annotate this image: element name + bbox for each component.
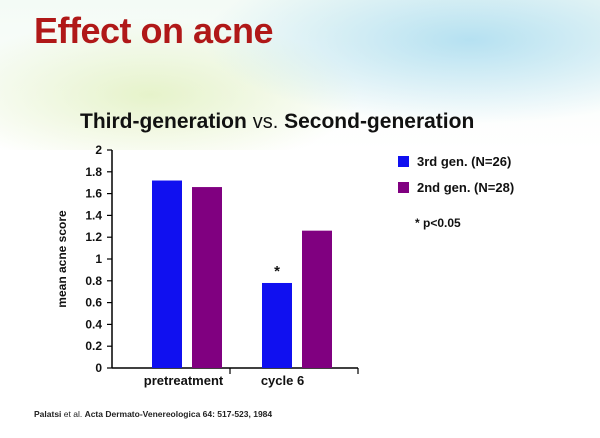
legend-swatch-3rd-gen — [398, 155, 409, 167]
legend-item-2nd-gen: 2nd gen. (N=28) — [398, 174, 514, 200]
chart-title: Third-generation vs. Second-generation — [80, 110, 474, 134]
y-tick-label: 0.2 — [85, 339, 102, 353]
legend-swatch-2nd-gen — [398, 181, 409, 193]
significance-note: * p<0.05 — [415, 216, 461, 230]
legend-item-3rd-gen: 3rd gen. (N=26) — [398, 148, 514, 174]
x-tick-label: pretreatment — [144, 373, 224, 388]
citation-source: Acta Dermato-Venereologica 64: 517-523, … — [84, 409, 273, 419]
y-tick-label: 1.2 — [85, 230, 102, 244]
y-tick-label: 2 — [95, 143, 102, 157]
bar-3rd-gen-cycle-6 — [262, 282, 292, 368]
significance-asterisk: * — [274, 263, 280, 280]
chart-title-vs: vs. — [252, 111, 279, 133]
bar-3rd-gen-pretreatment — [152, 180, 182, 368]
chart-labels: 0 0.2 0.4 0.6 0.8 1 1.2 1.4 1.6 1.8 2 mean acne sco… — [55, 143, 304, 388]
chart-title-left: Third-generation — [80, 110, 247, 133]
citation-etal: et al. — [61, 409, 85, 419]
legend-label-3rd-gen: 3rd gen. (N=26) — [417, 153, 512, 169]
citation: Palatsi et al. Acta Dermato-Venereologic… — [34, 409, 272, 419]
citation-author: Palatsi — [34, 409, 62, 419]
bar-2nd-gen-cycle-6 — [302, 230, 332, 368]
slide-background — [0, 0, 600, 150]
x-tick-label: cycle 6 — [261, 373, 304, 388]
y-tick-label: 0.4 — [85, 317, 102, 331]
bar-2nd-gen-pretreatment — [192, 187, 222, 368]
y-tick-label: 0.6 — [85, 296, 102, 310]
y-tick-label: 0.8 — [85, 274, 102, 288]
y-tick-label: 1 — [95, 252, 102, 266]
y-tick-label: 0 — [95, 361, 102, 375]
chart-legend: 3rd gen. (N=26) 2nd gen. (N=28) — [398, 148, 514, 200]
chart-bars — [152, 180, 332, 368]
y-axis-label: mean acne score — [55, 210, 69, 308]
slide-title: Effect on acne — [34, 10, 274, 51]
y-tick-label: 1.4 — [85, 208, 102, 222]
legend-label-2nd-gen: 2nd gen. (N=28) — [417, 179, 515, 195]
y-tick-label: 1.8 — [85, 165, 102, 179]
chart-title-right: Second-generation — [284, 110, 475, 133]
y-tick-label: 1.6 — [85, 187, 102, 201]
